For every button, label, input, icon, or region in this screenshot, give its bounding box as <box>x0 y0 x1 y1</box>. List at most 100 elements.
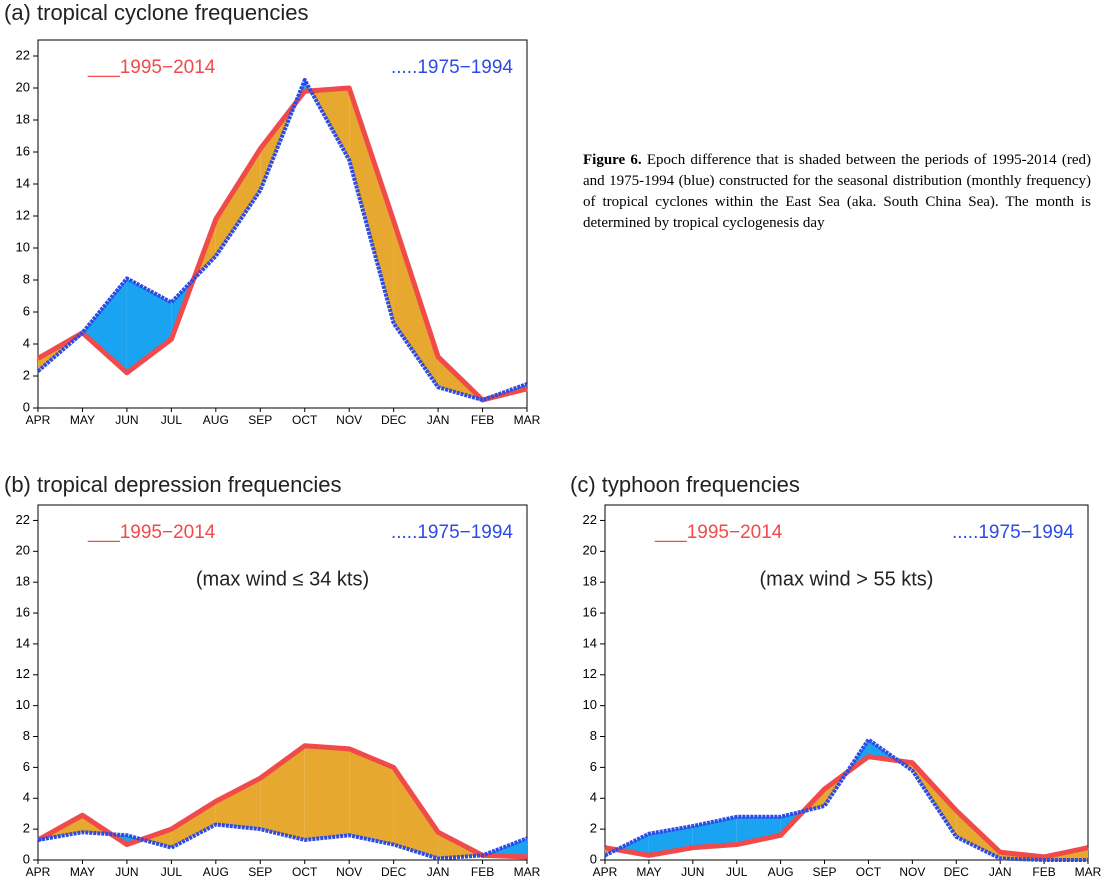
x-tick-label: OCT <box>292 865 318 879</box>
x-tick-label: APR <box>593 865 618 879</box>
y-tick-label: 16 <box>583 604 597 619</box>
series-line <box>36 85 528 403</box>
chart-title: (b) tropical depression frequencies <box>4 472 342 497</box>
x-tick-label: FEB <box>1032 865 1055 879</box>
y-tick-label: 12 <box>583 666 597 681</box>
difference-fill <box>215 148 261 256</box>
chart-title: (a) tropical cyclone frequencies <box>4 0 308 25</box>
x-tick-label: MAR <box>514 413 541 427</box>
x-tick-label: OCT <box>856 865 882 879</box>
x-tick-label: DEC <box>381 865 407 879</box>
difference-fill <box>126 278 172 373</box>
y-tick-label: 0 <box>23 851 30 866</box>
y-tick-label: 18 <box>16 111 30 126</box>
x-tick-label: OCT <box>292 413 318 427</box>
legend-entry: .....1975−1994 <box>391 57 513 78</box>
caption: Figure 6. Epoch difference that is shade… <box>583 150 1091 234</box>
x-tick-label: JUL <box>161 413 183 427</box>
y-tick-label: 22 <box>16 47 30 62</box>
y-tick-label: 14 <box>16 175 30 190</box>
legend-entry: ___1995−2014 <box>654 522 783 543</box>
legend-entry: .....1975−1994 <box>391 522 513 543</box>
difference-fill <box>215 778 261 830</box>
series-line <box>604 737 1088 862</box>
series-line <box>37 822 528 861</box>
y-tick-label: 12 <box>16 207 30 222</box>
x-tick-label: NOV <box>899 865 925 879</box>
x-tick-label: MAR <box>1075 865 1102 879</box>
y-tick-label: 10 <box>16 697 30 712</box>
x-tick-label: MAR <box>514 865 541 879</box>
y-tick-label: 2 <box>23 367 30 382</box>
x-tick-label: APR <box>26 865 51 879</box>
x-tick-label: FEB <box>471 865 494 879</box>
legend-entry: ___1995−2014 <box>87 522 216 543</box>
difference-fill <box>171 801 216 848</box>
x-tick-label: FEB <box>471 413 494 427</box>
legend-entry: .....1975−1994 <box>952 522 1074 543</box>
x-tick-label: NOV <box>336 413 362 427</box>
x-tick-label: APR <box>26 413 51 427</box>
difference-fill <box>349 748 394 845</box>
x-tick-label: MAY <box>70 413 95 427</box>
difference-fill <box>393 767 439 859</box>
x-tick-label: AUG <box>203 865 229 879</box>
x-tick-label: JUL <box>161 865 183 879</box>
series-line <box>36 78 528 402</box>
y-tick-label: 14 <box>583 635 597 650</box>
difference-fill <box>260 745 305 840</box>
y-tick-label: 6 <box>23 303 30 318</box>
y-tick-label: 2 <box>590 821 597 836</box>
y-tick-label: 4 <box>590 790 597 805</box>
y-tick-label: 0 <box>590 851 597 866</box>
y-tick-label: 22 <box>16 512 30 527</box>
y-tick-label: 6 <box>23 759 30 774</box>
caption-label: Figure 6. <box>583 152 642 168</box>
x-tick-label: JUN <box>681 865 704 879</box>
y-tick-label: 14 <box>16 635 30 650</box>
y-tick-label: 8 <box>23 728 30 743</box>
x-tick-label: AUG <box>768 865 794 879</box>
x-tick-label: NOV <box>336 865 362 879</box>
y-tick-label: 8 <box>590 728 597 743</box>
x-tick-label: DEC <box>944 865 970 879</box>
y-tick-label: 20 <box>16 79 30 94</box>
y-tick-label: 8 <box>23 271 30 286</box>
x-tick-label: JAN <box>427 413 450 427</box>
annotation: (max wind ≤ 34 kts) <box>196 568 369 590</box>
y-tick-label: 2 <box>23 821 30 836</box>
x-tick-label: JUL <box>726 865 748 879</box>
x-tick-label: SEP <box>813 865 837 879</box>
y-tick-label: 20 <box>16 543 30 558</box>
difference-fill <box>82 278 127 373</box>
caption-text: Epoch difference that is shaded between … <box>583 152 1092 231</box>
y-tick-label: 16 <box>16 143 30 158</box>
x-tick-label: JAN <box>989 865 1012 879</box>
x-tick-label: MAY <box>636 865 661 879</box>
x-tick-label: JAN <box>427 865 450 879</box>
x-tick-label: SEP <box>248 865 272 879</box>
y-tick-label: 10 <box>583 697 597 712</box>
y-tick-label: 18 <box>583 574 597 589</box>
legend-entry: ___1995−2014 <box>87 57 216 78</box>
difference-fill <box>736 816 781 845</box>
y-tick-label: 20 <box>583 543 597 558</box>
x-tick-label: JUN <box>115 865 138 879</box>
y-tick-label: 18 <box>16 574 30 589</box>
x-tick-label: DEC <box>381 413 407 427</box>
y-tick-label: 12 <box>16 666 30 681</box>
x-tick-label: JUN <box>115 413 138 427</box>
series-line <box>604 754 1089 860</box>
y-tick-label: 4 <box>23 790 30 805</box>
y-tick-label: 6 <box>590 759 597 774</box>
series-line <box>36 743 528 860</box>
x-tick-label: AUG <box>203 413 229 427</box>
annotation: (max wind > 55 kts) <box>760 568 934 590</box>
chart-title: (c) typhoon frequencies <box>570 472 800 497</box>
x-tick-label: SEP <box>248 413 272 427</box>
plot-frame <box>37 504 528 861</box>
difference-fill <box>349 88 394 324</box>
y-tick-label: 16 <box>16 604 30 619</box>
